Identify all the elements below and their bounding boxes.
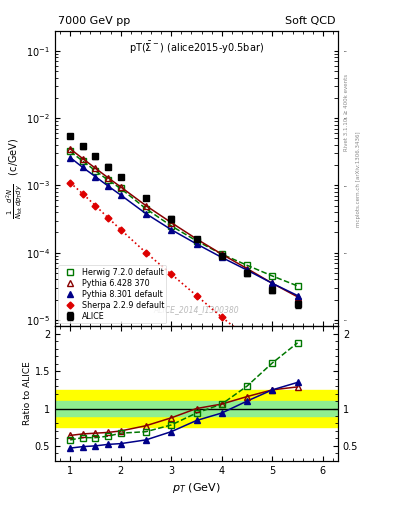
Pythia 8.301 default [143,210,148,217]
Herwig 7.2.0 default [295,283,300,289]
Herwig 7.2.0 default [194,238,199,244]
Pythia 6.428 370 [68,146,73,152]
Line: Herwig 7.2.0 default: Herwig 7.2.0 default [67,148,301,289]
Sherpa 2.2.9 default [106,215,110,221]
Sherpa 2.2.9 default [118,226,123,232]
Line: Pythia 6.428 370: Pythia 6.428 370 [67,146,301,300]
Text: Rivet 3.1.10, ≥ 400k events: Rivet 3.1.10, ≥ 400k events [344,74,349,151]
Line: Pythia 8.301 default: Pythia 8.301 default [67,155,301,298]
Pythia 6.428 370 [143,203,148,209]
Sherpa 2.2.9 default [68,180,73,186]
Pythia 8.301 default [295,292,300,298]
Herwig 7.2.0 default [270,273,275,279]
Pythia 6.428 370 [118,184,123,190]
Pythia 6.428 370 [194,236,199,242]
X-axis label: $p_T$ (GeV): $p_T$ (GeV) [172,481,221,495]
Line: Sherpa 2.2.9 default: Sherpa 2.2.9 default [68,180,300,378]
Pythia 6.428 370 [245,266,250,272]
Bar [55,390,338,427]
Pythia 8.301 default [81,164,85,170]
Sherpa 2.2.9 default [270,354,275,360]
Pythia 6.428 370 [295,294,300,300]
Herwig 7.2.0 default [106,177,110,183]
Text: 7000 GeV pp: 7000 GeV pp [58,16,130,26]
Pythia 8.301 default [270,280,275,286]
Y-axis label: Ratio to ALICE: Ratio to ALICE [23,361,32,425]
Pythia 8.301 default [68,155,73,161]
Herwig 7.2.0 default [219,251,224,257]
Sherpa 2.2.9 default [169,271,174,277]
Pythia 8.301 default [118,192,123,198]
Sherpa 2.2.9 default [219,314,224,320]
Pythia 6.428 370 [169,220,174,226]
Herwig 7.2.0 default [245,262,250,268]
Text: pT($\bar{\Sigma}^-$) (alice2015-y0.5bar): pT($\bar{\Sigma}^-$) (alice2015-y0.5bar) [129,39,264,56]
Bar [55,401,338,416]
Pythia 8.301 default [106,183,110,189]
Text: Soft QCD: Soft QCD [285,16,335,26]
Pythia 8.301 default [93,174,98,180]
Herwig 7.2.0 default [68,148,73,155]
Pythia 6.428 370 [270,280,275,286]
Herwig 7.2.0 default [169,223,174,229]
Herwig 7.2.0 default [93,168,98,174]
Pythia 8.301 default [245,267,250,273]
Legend: Herwig 7.2.0 default, Pythia 6.428 370, Pythia 8.301 default, Sherpa 2.2.9 defau: Herwig 7.2.0 default, Pythia 6.428 370, … [58,265,166,323]
Pythia 8.301 default [219,254,224,261]
Sherpa 2.2.9 default [245,334,250,340]
Pythia 6.428 370 [219,251,224,257]
Pythia 6.428 370 [81,156,85,162]
Text: ALICE_2014_I1300380: ALICE_2014_I1300380 [154,306,239,314]
Herwig 7.2.0 default [118,185,123,191]
Sherpa 2.2.9 default [143,249,148,255]
Sherpa 2.2.9 default [295,372,300,378]
Sherpa 2.2.9 default [93,203,98,209]
Pythia 8.301 default [194,241,199,247]
Y-axis label: $\frac{1}{N_\mathrm{tot}}\frac{d^2N}{dp_Tdy}$   (c/GeV): $\frac{1}{N_\mathrm{tot}}\frac{d^2N}{dp_… [4,138,25,219]
Pythia 8.301 default [169,226,174,232]
Herwig 7.2.0 default [143,206,148,212]
Text: mcplots.cern.ch [arXiv:1306.3436]: mcplots.cern.ch [arXiv:1306.3436] [356,132,361,227]
Sherpa 2.2.9 default [194,292,199,298]
Herwig 7.2.0 default [81,158,85,164]
Pythia 6.428 370 [106,175,110,181]
Pythia 6.428 370 [93,165,98,172]
Sherpa 2.2.9 default [81,191,85,197]
